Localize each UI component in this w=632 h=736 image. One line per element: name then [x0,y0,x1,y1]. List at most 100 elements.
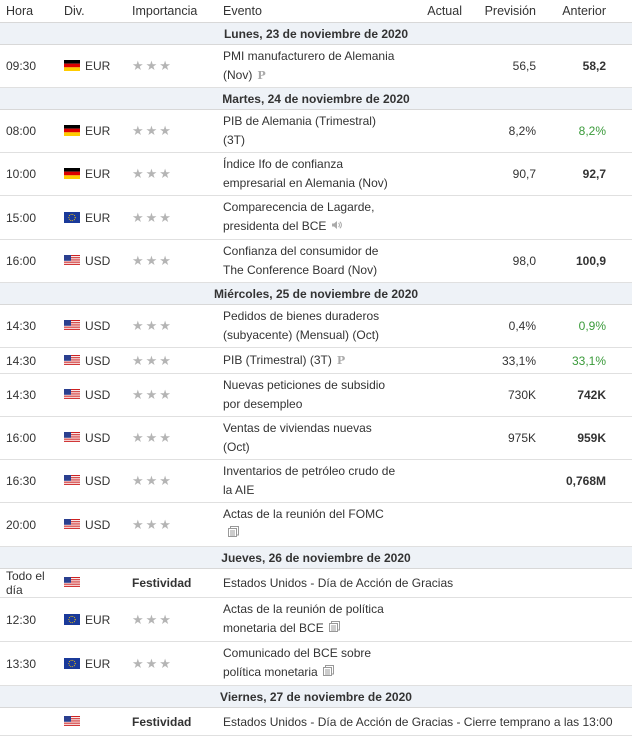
event-name-line-2[interactable]: empresarial en Alemania (Nov) [223,176,388,190]
previous-value: 0,768M [538,459,632,503]
event-row[interactable]: 13:30 EUR ★★★ Comunicado del BCE sobre polít… [0,641,632,686]
currency-cell: USD [64,239,132,283]
forecast-value [464,459,538,503]
event-name[interactable]: PMI manufacturero de Alemania (Nov) P [223,44,413,88]
header-anterior[interactable]: Anterior [538,0,632,23]
event-name-line-1[interactable]: Actas de la reunión de política [223,602,384,616]
forecast-value [464,641,538,686]
event-name[interactable]: PIB (Trimestral) (3T) P [223,347,413,374]
event-name[interactable]: PIB de Alemania (Trimestral) (3T) [223,109,413,153]
flag-us-icon [64,577,80,588]
header-actual[interactable]: Actual [413,0,464,23]
currency-code: USD [85,388,111,402]
event-name[interactable]: Comunicado del BCE sobre política monetar… [223,641,413,686]
event-name-line-2[interactable]: (3T) [223,133,245,147]
event-row[interactable]: 09:30 EUR ★★★ PMI manufacturero de Alemania… [0,44,632,88]
event-row[interactable]: 16:00 USD ★★★ Ventas de viviendas nuevas (Oc… [0,416,632,460]
event-time [0,707,64,736]
event-name-line-2[interactable]: The Conference Board (Nov) [223,263,378,277]
importance-cell: ★★★ [132,347,223,374]
event-row[interactable]: 14:30 USD ★★★ Nuevas peticiones de subsidio… [0,373,632,417]
report-icon[interactable] [322,664,334,683]
event-name-line-2[interactable]: presidenta del BCE [223,219,327,233]
event-name[interactable]: Actas de la reunión del FOMC [223,502,413,547]
holiday-event: Estados Unidos - Día de Acción de Gracia… [223,707,632,736]
previous-value: 0,9% [538,304,632,348]
header-importancia[interactable]: Importancia [132,0,223,23]
event-name-line-2[interactable]: la AIE [223,483,255,497]
event-name-line-2[interactable]: (Nov) [223,68,253,82]
event-name[interactable]: Confianza del consumidor de The Conferenc… [223,239,413,283]
flag-us-icon [64,715,80,727]
event-name[interactable]: Comparecencia de Lagarde, presidenta del … [223,195,413,240]
header-prevision[interactable]: Previsión [464,0,538,23]
event-name-line-2[interactable]: por desempleo [223,397,303,411]
event-name[interactable]: Índice Ifo de confianza empresarial en Al… [223,152,413,196]
event-name-line-2[interactable]: política monetaria [223,665,318,679]
importance-cell: ★★★ [132,597,223,642]
header-div[interactable]: Div. [64,0,132,23]
flag-eu-icon [64,613,80,625]
actual-value [413,44,464,88]
event-name[interactable]: Nuevas peticiones de subsidio por desempl… [223,373,413,417]
event-name-line-1[interactable]: Comunicado del BCE sobre [223,646,372,660]
event-name[interactable]: Actas de la reunión de política monetaria… [223,597,413,642]
event-name[interactable]: Ventas de viviendas nuevas (Oct) [223,416,413,460]
event-name-line-2[interactable]: monetaria del BCE [223,621,324,635]
event-name-line-2[interactable]: (Oct) [223,440,250,454]
event-row[interactable]: 08:00 EUR ★★★ PIB de Alemania (Trimestral) (… [0,109,632,153]
previous-value [538,597,632,642]
event-row[interactable]: 10:00 EUR ★★★ Índice Ifo de confianza empres… [0,152,632,196]
actual-value [413,502,464,547]
event-row[interactable]: 20:00 USD ★★★ Actas de la reunión del FOMC [0,502,632,547]
header-hora[interactable]: Hora [0,0,64,23]
holiday-row[interactable]: Festividad Estados Unidos - Día de Acción… [0,707,632,736]
forecast-value [464,502,538,547]
event-name-line-2[interactable]: (subyacente) (Mensual) (Oct) [223,328,380,342]
flag-de-icon [64,125,80,136]
event-name[interactable]: Pedidos de bienes duraderos (subyacente) … [223,304,413,348]
date-label: Martes, 24 de noviembre de 2020 [0,87,632,110]
currency-code: EUR [85,124,111,138]
event-name-line-1[interactable]: Nuevas peticiones de subsidio [223,378,386,392]
star-rating-icon: ★★★ [132,516,173,532]
importance-cell: ★★★ [132,304,223,348]
event-time: 12:30 [0,597,64,642]
header-evento[interactable]: Evento [223,0,413,23]
speaker-icon[interactable] [331,218,343,237]
event-row[interactable]: 14:30 USD ★★★ PIB (Trimestral) (3T) P 33,1% 33… [0,347,632,374]
event-name-line-1[interactable]: Confianza del consumidor de [223,244,379,258]
currency-cell: USD [64,347,132,374]
star-rating-icon: ★★★ [132,473,173,488]
forecast-value: 98,0 [464,239,538,283]
event-name-line-1[interactable]: PIB de Alemania (Trimestral) [223,114,376,128]
event-row[interactable]: 15:00 EUR ★★★ Comparecencia de Lagarde, pres… [0,195,632,240]
previous-value [538,502,632,547]
importance-cell: ★★★ [132,109,223,153]
event-row[interactable]: 16:30 USD ★★★ Inventarios de petróleo crudo… [0,459,632,503]
star-rating-icon: ★★★ [132,166,173,181]
event-name-line-1[interactable]: Actas de la reunión del FOMC [223,507,384,521]
event-name[interactable]: Inventarios de petróleo crudo de la AIE [223,459,413,503]
currency-cell: USD [64,459,132,503]
star-rating-icon: ★★★ [132,655,173,671]
event-name-line-1[interactable]: Índice Ifo de confianza [223,157,344,171]
report-icon[interactable] [228,525,239,544]
event-name-line-1[interactable]: Ventas de viviendas nuevas [223,421,372,435]
holiday-row[interactable]: Todo el día Festividad Estados Unidos - Dí… [0,568,632,598]
event-name-line-1[interactable]: PIB (Trimestral) (3T) [223,353,332,367]
previous-value: 92,7 [538,152,632,196]
actual-value [413,416,464,460]
flag-eu-icon [64,657,80,669]
event-row[interactable]: 12:30 EUR ★★★ Actas de la reunión de políti… [0,597,632,642]
actual-value [413,459,464,503]
report-icon[interactable] [328,620,340,639]
event-row[interactable]: 14:30 USD ★★★ Pedidos de bienes duraderos (s… [0,304,632,348]
event-name-line-1[interactable]: PMI manufacturero de Alemania [223,49,395,63]
event-row[interactable]: 16:00 USD ★★★ Confianza del consumidor de Th… [0,239,632,283]
event-name-line-1[interactable]: Comparecencia de Lagarde, [223,200,375,214]
event-name-line-1[interactable]: Pedidos de bienes duraderos [223,309,380,323]
event-name-line-1[interactable]: Inventarios de petróleo crudo de [223,464,396,478]
star-rating-icon: ★★★ [132,387,173,402]
importance-cell: ★★★ [132,459,223,503]
